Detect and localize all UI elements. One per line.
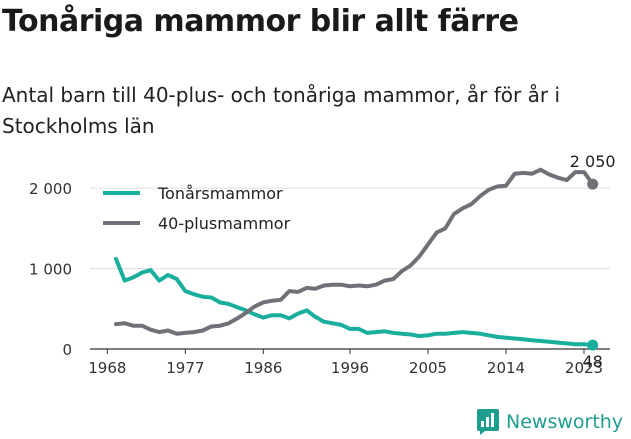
y-tick-label: 0: [62, 341, 72, 359]
newsworthy-logo[interactable]: Newsworthy: [476, 408, 623, 436]
x-tick-label: 1977: [166, 359, 204, 377]
chart-title: Tonåriga mammor blir allt färre: [2, 4, 519, 39]
x-tick-label: 2005: [409, 359, 447, 377]
y-axis: 0 1 000 2 000: [29, 180, 72, 359]
x-tick-label: 2014: [487, 359, 525, 377]
x-tick-label: 1996: [331, 359, 369, 377]
series-end-point: [587, 178, 599, 190]
newsworthy-icon: [477, 409, 499, 435]
legend-label: 40-plusmammor: [158, 214, 291, 233]
series-end-point: [587, 339, 599, 351]
x-tick-label: 2023: [565, 359, 603, 377]
y-tick-label: 2 000: [29, 180, 72, 198]
end-label: 2 050: [570, 152, 616, 171]
x-tick-label: 1986: [244, 359, 282, 377]
legend-label: Tonårsmammor: [157, 184, 283, 203]
series-line: [114, 256, 595, 348]
legend: Tonårsmammor 40-plusmammor: [103, 184, 291, 233]
y-tick-label: 1 000: [29, 261, 72, 279]
chart-subtitle: Antal barn till 40-plus- och tonåriga ma…: [2, 83, 561, 138]
series-line: [114, 167, 595, 336]
x-tick-label: 1968: [88, 359, 126, 377]
x-axis: 1968 1977 1986 1996 2005 2014 2023: [88, 348, 610, 377]
brand-name: Newsworthy: [506, 411, 624, 433]
end-labels: 2 050 48: [570, 152, 616, 371]
end-label: 48: [582, 352, 602, 371]
series-lines: [114, 167, 599, 351]
grid-lines: [90, 187, 610, 270]
line-chart: 1968 1977 1986 1996 2005 2014 2023 0 1 000 2 000…: [29, 152, 616, 377]
